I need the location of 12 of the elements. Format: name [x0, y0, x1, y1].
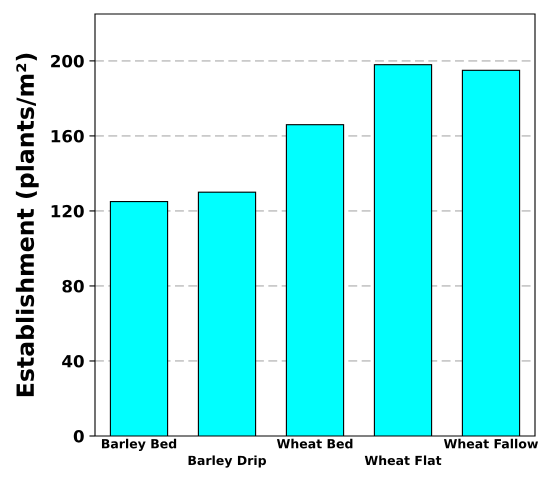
x-tick-label: Wheat Bed [276, 438, 352, 448]
y-tick-label: 40 [62, 354, 84, 368]
x-tick-label: Wheat Flat [364, 455, 442, 466]
x-tick-label: Barley Drip [188, 455, 266, 468]
y-tick-label: 160 [52, 130, 84, 142]
y-tick-label: 0 [74, 430, 84, 443]
x-tick-label: Barley Bed [102, 438, 176, 451]
y-tick-label: 200 [51, 54, 84, 68]
y-axis-title: Establishment (plants/m²) [16, 54, 39, 396]
x-tick-label: Wheat Fallow [444, 438, 538, 448]
y-tick-label: 120 [52, 204, 84, 218]
y-tick-label: 80 [62, 280, 84, 293]
